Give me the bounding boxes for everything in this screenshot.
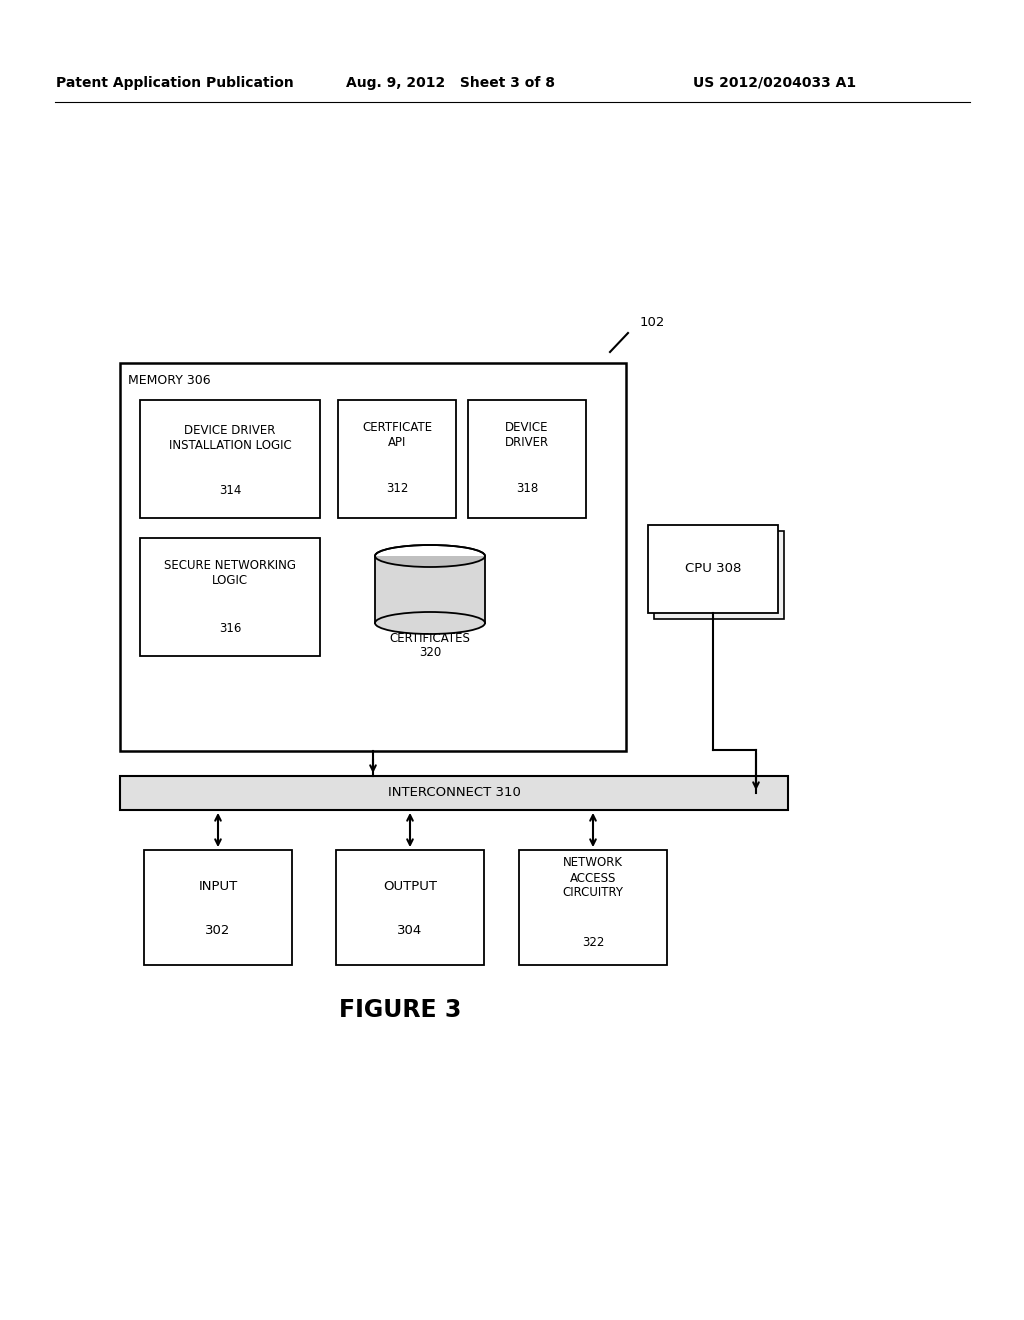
Text: OUTPUT: OUTPUT (383, 879, 437, 892)
Text: CERTIFICATES: CERTIFICATES (389, 631, 470, 644)
Text: Aug. 9, 2012   Sheet 3 of 8: Aug. 9, 2012 Sheet 3 of 8 (345, 77, 555, 90)
Text: SECURE NETWORKING
LOGIC: SECURE NETWORKING LOGIC (164, 558, 296, 587)
Text: 302: 302 (206, 924, 230, 936)
Bar (338, 400, 456, 517)
Text: 318: 318 (516, 482, 539, 495)
Text: Patent Application Publication: Patent Application Publication (56, 77, 294, 90)
Bar (468, 400, 586, 517)
Text: DEVICE DRIVER
INSTALLATION LOGIC: DEVICE DRIVER INSTALLATION LOGIC (169, 424, 292, 451)
Text: FIGURE 3: FIGURE 3 (339, 998, 461, 1022)
Text: MEMORY 306: MEMORY 306 (128, 374, 211, 387)
Bar (140, 539, 319, 656)
Text: INTERCONNECT 310: INTERCONNECT 310 (387, 787, 520, 800)
Text: 316: 316 (219, 622, 242, 635)
Bar (144, 850, 292, 965)
Ellipse shape (375, 545, 485, 568)
Text: 102: 102 (640, 315, 666, 329)
Text: US 2012/0204033 A1: US 2012/0204033 A1 (693, 77, 856, 90)
Text: 312: 312 (386, 482, 409, 495)
Ellipse shape (375, 612, 485, 634)
Bar (373, 544, 487, 556)
Bar (336, 850, 484, 965)
Bar (375, 545, 485, 623)
Text: CPU 308: CPU 308 (685, 562, 741, 576)
Text: 314: 314 (219, 483, 242, 496)
Text: 304: 304 (397, 924, 423, 936)
Text: 322: 322 (582, 936, 604, 949)
Bar (140, 400, 319, 517)
Text: INPUT: INPUT (199, 879, 238, 892)
Bar (120, 363, 626, 751)
Bar (120, 776, 788, 810)
Bar (654, 531, 784, 619)
Text: 320: 320 (419, 647, 441, 660)
Bar (519, 850, 667, 965)
Text: NETWORK
ACCESS
CIRCUITRY: NETWORK ACCESS CIRCUITRY (562, 857, 624, 899)
Text: DEVICE
DRIVER: DEVICE DRIVER (505, 421, 549, 449)
Text: CERTFICATE
API: CERTFICATE API (361, 421, 432, 449)
Bar (648, 525, 778, 612)
